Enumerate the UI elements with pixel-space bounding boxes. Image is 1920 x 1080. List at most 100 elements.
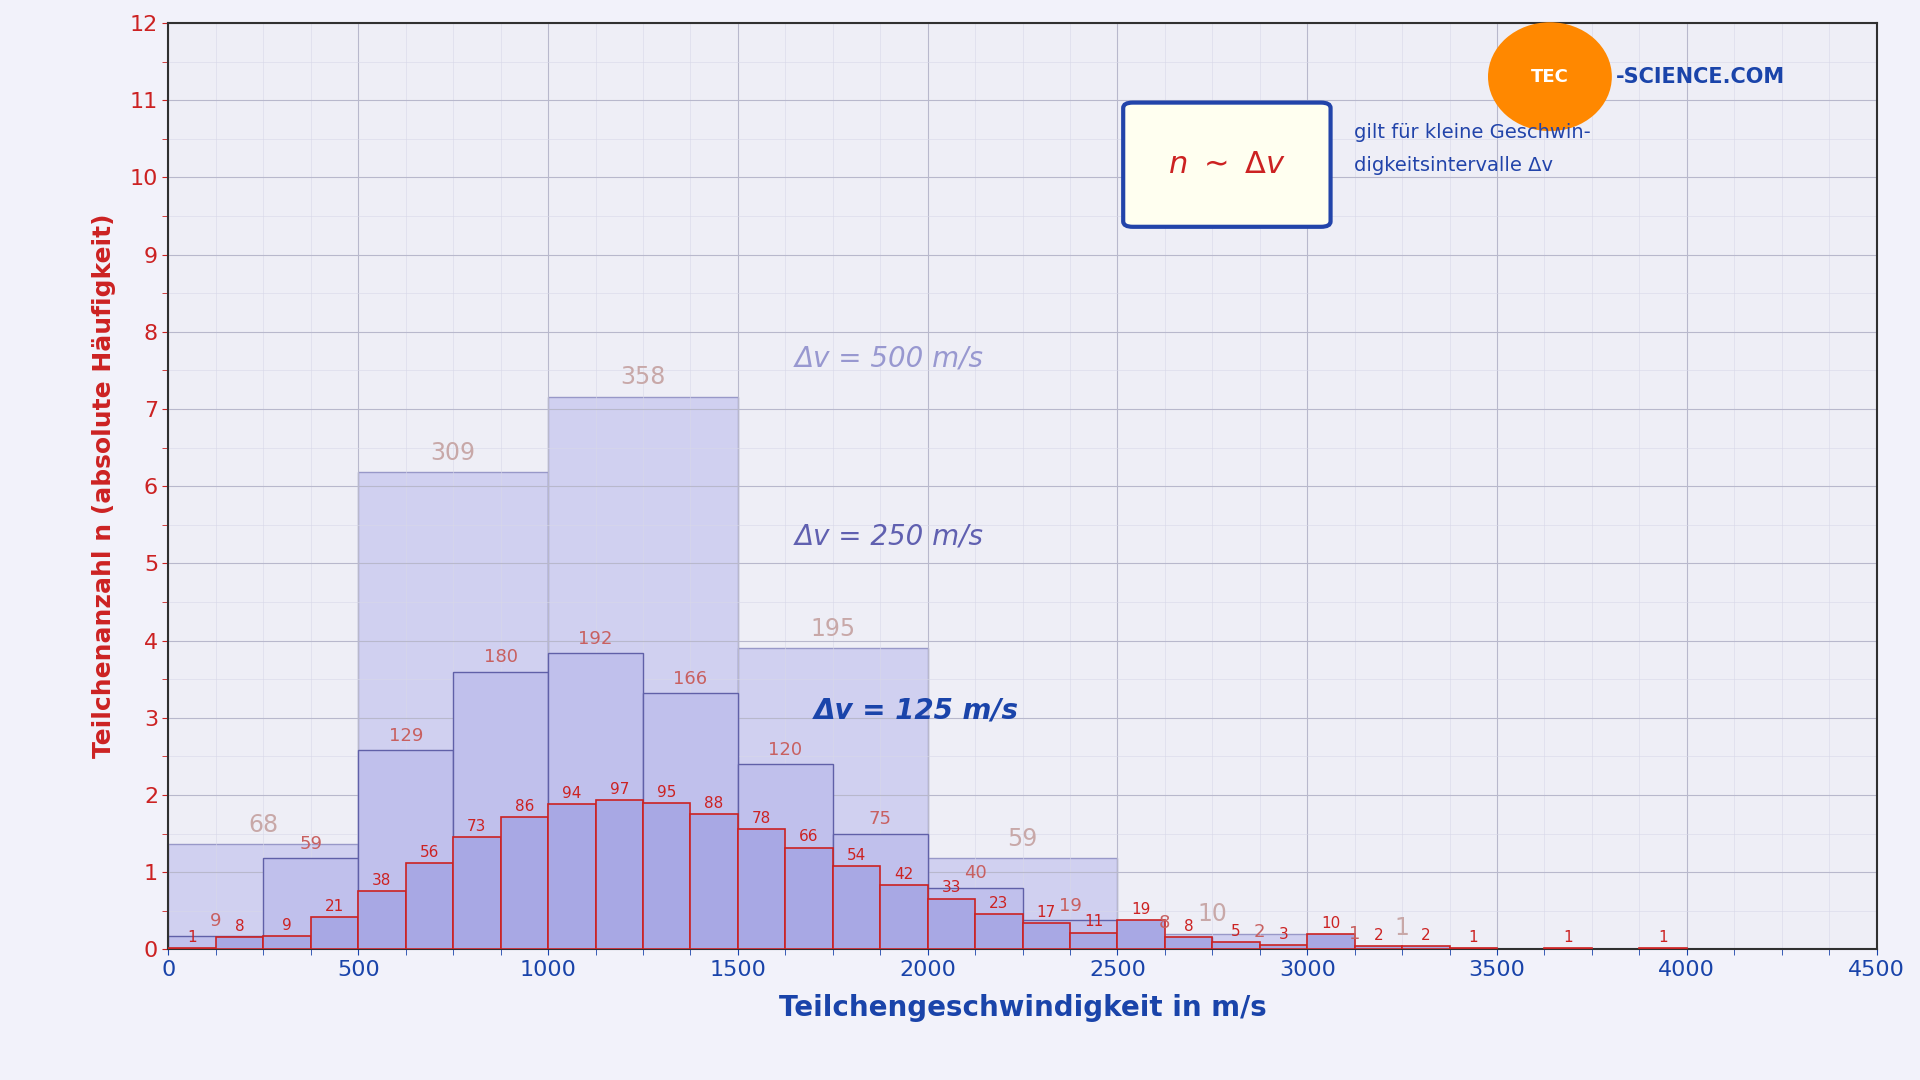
Bar [1023,920,1117,949]
Bar [359,472,547,949]
Text: 10: 10 [1198,902,1227,927]
Bar [1117,937,1212,949]
Bar [737,765,833,949]
Text: Δv = 125 m/s: Δv = 125 m/s [814,697,1020,725]
Text: 8: 8 [234,919,244,934]
Text: 54: 54 [847,848,866,863]
Bar [215,937,263,949]
Text: 97: 97 [609,782,630,797]
Bar [263,859,359,949]
Ellipse shape [1488,23,1613,131]
Bar [833,866,879,949]
Bar [1544,948,1592,949]
Text: 38: 38 [372,873,392,888]
Bar [547,805,595,949]
Text: 180: 180 [484,648,518,666]
Text: 56: 56 [420,845,440,860]
Text: TEC: TEC [1530,68,1569,85]
Text: 66: 66 [799,829,818,845]
Text: 1: 1 [1350,924,1361,943]
Bar [169,948,215,949]
Bar [927,899,975,949]
Bar [691,813,737,949]
Text: 120: 120 [768,741,803,759]
Text: 73: 73 [467,819,486,834]
Text: 1: 1 [1563,930,1572,945]
Text: digkeitsintervalle Δv: digkeitsintervalle Δv [1354,156,1553,175]
Text: 42: 42 [895,866,914,881]
Bar [785,848,833,949]
Text: 40: 40 [964,864,987,882]
Bar [1356,946,1402,949]
Bar [1402,946,1450,949]
Bar [1117,920,1165,949]
Bar [453,672,547,949]
Text: 1: 1 [1659,930,1668,945]
Bar [879,885,927,949]
Bar [1450,948,1498,949]
Bar [1165,937,1212,949]
Bar [169,845,359,949]
Text: 23: 23 [989,896,1008,910]
Bar [1308,948,1498,949]
Bar [643,802,691,949]
Text: 86: 86 [515,798,534,813]
Bar [405,863,453,949]
Text: 88: 88 [705,796,724,810]
Text: 1: 1 [1469,930,1478,945]
Bar [1212,942,1260,949]
Text: 19: 19 [1131,902,1150,917]
Text: Δv = 250 m/s: Δv = 250 m/s [795,523,983,551]
Text: gilt für kleine Geschwin-: gilt für kleine Geschwin- [1354,123,1590,143]
Bar [263,935,311,949]
Text: 2: 2 [1254,923,1265,941]
Bar [595,799,643,949]
Text: 1: 1 [188,930,198,945]
Text: 10: 10 [1321,916,1340,931]
Text: 192: 192 [578,630,612,648]
Text: 9: 9 [209,913,221,930]
Text: 21: 21 [324,899,344,914]
Bar [927,859,1117,949]
Bar [975,914,1023,949]
Bar [1117,934,1308,949]
Bar [547,653,643,949]
Text: 17: 17 [1037,905,1056,920]
Bar [737,829,785,949]
Text: 2: 2 [1373,929,1382,943]
Bar [359,751,453,949]
Text: 2: 2 [1421,929,1430,943]
Text: 68: 68 [248,813,278,837]
Text: 59: 59 [1008,826,1037,851]
Text: 358: 358 [620,365,666,389]
Text: 19: 19 [1058,896,1081,915]
Text: 33: 33 [941,880,962,895]
Bar [453,837,501,949]
Text: 129: 129 [388,727,422,745]
Text: 166: 166 [674,670,707,688]
Bar [1212,946,1308,949]
Bar [1260,945,1308,949]
Text: 11: 11 [1085,915,1104,930]
Text: 8: 8 [1160,914,1171,932]
X-axis label: Teilchengeschwindigkeit in m/s: Teilchengeschwindigkeit in m/s [780,994,1267,1022]
Text: $n\ \sim\ \Delta v$: $n\ \sim\ \Delta v$ [1167,150,1286,179]
Bar [1023,923,1069,949]
Text: Δv = 500 m/s: Δv = 500 m/s [795,345,983,373]
Bar [833,834,927,949]
Text: 95: 95 [657,785,676,799]
Text: 309: 309 [430,441,476,464]
Bar [1308,934,1356,949]
Text: -SCIENCE.COM: -SCIENCE.COM [1617,67,1786,86]
Text: 94: 94 [563,786,582,801]
Y-axis label: Teilchenanzahl n (absolute Häufigkeit): Teilchenanzahl n (absolute Häufigkeit) [92,214,115,758]
Bar [643,693,737,949]
Text: 195: 195 [810,617,854,640]
Bar [927,888,1023,949]
Bar [1308,948,1402,949]
Bar [1069,932,1117,949]
Text: 1: 1 [1394,916,1409,941]
Text: 3: 3 [1279,927,1288,942]
Bar [547,396,737,949]
Bar [169,935,263,949]
